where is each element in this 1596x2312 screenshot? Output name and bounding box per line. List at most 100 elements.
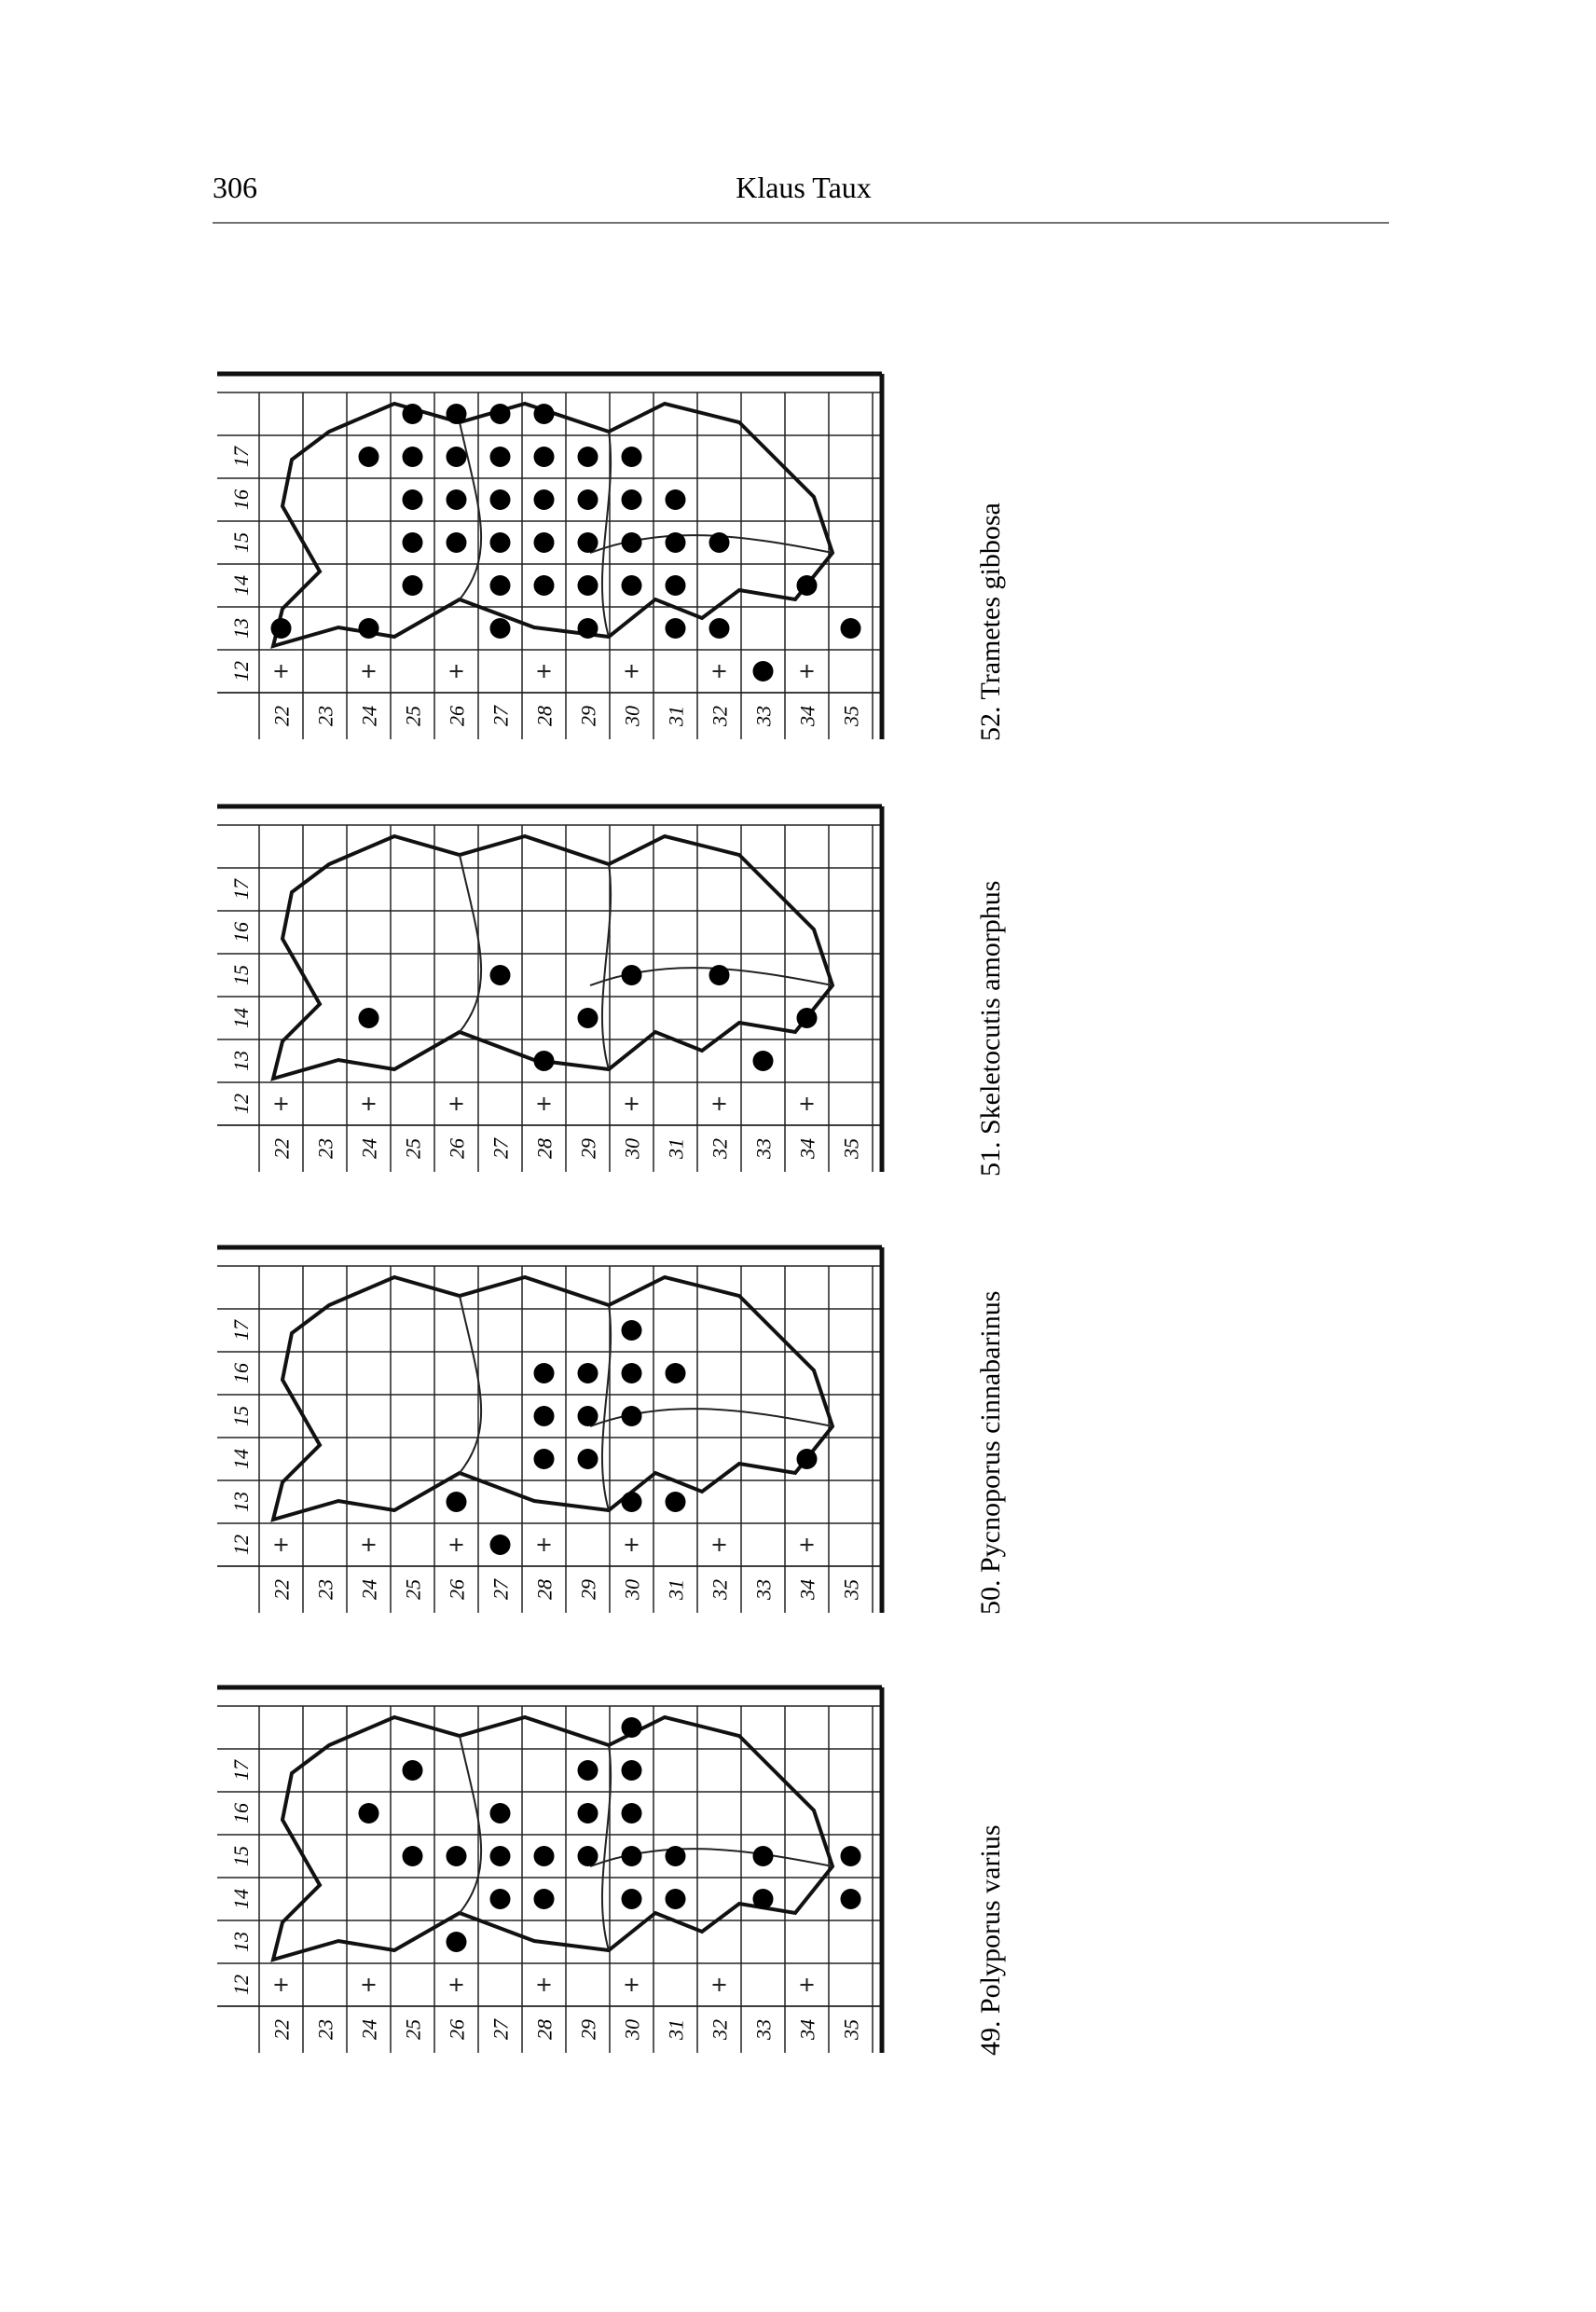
distribution-map: 12 13 14 15 16 17 22 23 24 25 26 27 28 29 30 31 32 33 34 35 <box>217 804 885 1172</box>
column-label: 17 <box>229 1759 253 1781</box>
occurrence-dot <box>752 1051 774 1071</box>
column-label: 12 <box>229 1975 253 1995</box>
row-label: 27 <box>489 705 513 726</box>
row-label: 26 <box>446 706 469 726</box>
occurrence-dot <box>270 618 292 639</box>
occurrence-dot <box>533 404 555 424</box>
occurrence-dot <box>489 1534 511 1555</box>
row-label: 32 <box>709 1138 732 1160</box>
occurrence-dot <box>577 532 598 553</box>
district-line <box>459 1735 833 1951</box>
plus-marker <box>449 1097 463 1110</box>
column-label: 13 <box>229 1492 253 1512</box>
occurrence-dot <box>796 1449 818 1469</box>
map-caption: 51. Skeletocutis amorphus <box>975 881 1006 1177</box>
plus-marker <box>800 1978 814 1991</box>
occurrence-dot <box>402 1846 423 1866</box>
row-label: 32 <box>709 706 732 727</box>
plus-marker <box>712 1538 726 1551</box>
row-label: 22 <box>270 1579 294 1600</box>
row-label: 34 <box>796 706 819 727</box>
distribution-map: 12 13 14 15 16 17 22 23 24 25 26 27 28 29 30 31 32 33 34 35 <box>217 371 885 739</box>
column-label: 14 <box>229 1008 253 1028</box>
distribution-map: 12 13 14 15 16 17 22 23 24 25 26 27 28 29 30 31 32 33 34 35 <box>217 1685 885 2053</box>
occurrence-dot <box>533 489 555 510</box>
occurrence-dot <box>402 575 423 596</box>
occurrence-dot <box>621 1803 642 1823</box>
plus-marker <box>449 1978 463 1991</box>
row-label: 29 <box>577 1579 600 1600</box>
plus-marker <box>625 1978 639 1991</box>
row-label: 23 <box>314 2019 337 2040</box>
row-label: 29 <box>577 2019 600 2040</box>
row-label: 33 <box>752 1579 776 1601</box>
row-label: 31 <box>665 2019 688 2041</box>
occurrence-dot <box>621 1320 642 1341</box>
column-label: 17 <box>229 878 253 900</box>
column-label: 16 <box>229 1363 253 1383</box>
map-caption: 50. Pycnoporus cinnabarinus <box>975 1291 1006 1615</box>
row-label: 31 <box>665 1579 688 1601</box>
occurrence-dot <box>665 1846 686 1866</box>
plus-marker <box>537 1538 551 1551</box>
occurrence-dot <box>533 1846 555 1866</box>
district-line <box>459 421 833 638</box>
distribution-map: 12 13 14 15 16 17 22 23 24 25 26 27 28 29 30 31 32 33 34 35 <box>217 1245 885 1613</box>
region-outline <box>270 1714 835 1962</box>
plus-marker <box>449 1538 463 1551</box>
occurrence-dot <box>709 532 730 553</box>
map-caption: 49. Polyporus varius <box>975 1825 1006 2057</box>
row-label: 23 <box>314 1579 337 1600</box>
plus-marker <box>274 1097 288 1110</box>
row-label: 27 <box>489 1578 513 1600</box>
occurrence-dot <box>402 532 423 553</box>
column-label: 17 <box>229 1319 253 1341</box>
occurrence-dot <box>577 618 598 639</box>
occurrence-dot <box>621 1760 642 1781</box>
occurrence-dot <box>489 1846 511 1866</box>
row-label: 30 <box>621 1138 644 1160</box>
column-label: 12 <box>229 1094 253 1114</box>
occurrence-dot <box>402 489 423 510</box>
occurrence-dot <box>402 404 423 424</box>
occurrence-dot <box>358 1803 379 1823</box>
row-label: 33 <box>752 706 776 727</box>
row-label: 23 <box>314 1138 337 1159</box>
occurrence-dot <box>577 1406 598 1426</box>
occurrence-dot <box>752 661 774 681</box>
occurrence-dot <box>577 447 598 467</box>
plus-marker <box>449 665 463 678</box>
row-label: 24 <box>358 2019 381 2040</box>
plus-marker <box>712 1978 726 1991</box>
column-label: 16 <box>229 922 253 943</box>
occurrence-dot <box>446 404 467 424</box>
plus-marker <box>274 1978 288 1991</box>
row-label: 23 <box>314 706 337 726</box>
row-label: 34 <box>796 2019 819 2041</box>
occurrence-dot <box>489 404 511 424</box>
occurrence-dot <box>533 1889 555 1909</box>
occurrence-dot <box>709 618 730 639</box>
district-line <box>459 854 833 1070</box>
plus-marker <box>537 1978 551 1991</box>
row-label: 25 <box>402 706 425 726</box>
column-label: 17 <box>229 446 253 467</box>
plus-marker <box>712 665 726 678</box>
row-label: 31 <box>665 706 688 727</box>
plus-marker <box>800 1097 814 1110</box>
column-label: 16 <box>229 489 253 510</box>
plus-marker <box>625 665 639 678</box>
occurrence-dot <box>533 1449 555 1469</box>
occurrence-dot <box>577 1846 598 1866</box>
occurrence-dot <box>402 447 423 467</box>
occurrence-dot <box>533 447 555 467</box>
occurrence-dot <box>489 575 511 596</box>
occurrence-dot <box>796 575 818 596</box>
column-label: 14 <box>229 1449 253 1469</box>
occurrence-dot <box>446 1846 467 1866</box>
occurrence-dot <box>665 575 686 596</box>
plus-marker <box>274 1538 288 1551</box>
plus-marker <box>712 1097 726 1110</box>
row-label: 24 <box>358 1138 381 1159</box>
